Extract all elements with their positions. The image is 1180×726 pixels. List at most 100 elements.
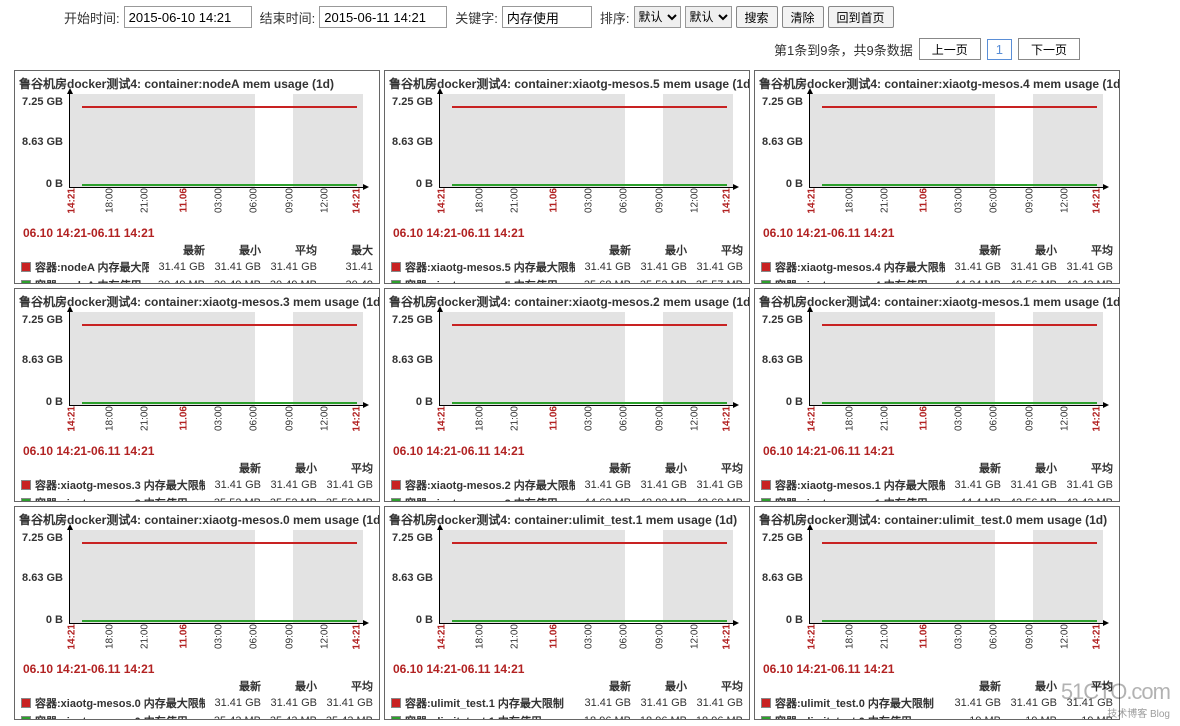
y-tick: 7.25 GB: [22, 96, 63, 108]
stats-table: 最新最小平均容器:ulimit_test.0 内存最大限制31.41 GB31.…: [755, 678, 1119, 720]
val-max: 31.41: [317, 261, 373, 273]
legend-swatch: [761, 716, 771, 720]
legend-swatch: [391, 716, 401, 720]
chart-panel: 鲁谷机房docker测试4: container:xiaotg-mesos.4 …: [754, 70, 1120, 284]
y-axis-labels: 7.25 GB8.63 GB0 B: [759, 530, 807, 624]
y-tick: 8.63 GB: [762, 354, 803, 366]
sort-select-1[interactable]: 默认: [634, 6, 681, 28]
x-tick: 03:00: [953, 624, 964, 649]
series-name: 容器:xiaotg-mesos.0 内存最大限制: [35, 695, 205, 711]
val-latest: 18.96 MB: [575, 715, 631, 720]
x-tick: 14:21: [352, 406, 363, 432]
series-name: 容器:xiaotg-mesos.1 内存最大限制: [775, 477, 945, 493]
val-min: 31.41 GB: [1001, 261, 1057, 273]
stats-row: 容器:nodeA 内存最大限制31.41 GB31.41 GB31.41 GB3…: [21, 258, 373, 276]
stats-header: 最新最小平均: [21, 460, 373, 476]
x-tick: 09:00: [1024, 624, 1035, 649]
legend-swatch: [391, 262, 401, 272]
chart-area: 7.25 GB8.63 GB0 B: [389, 94, 741, 188]
stats-table: 最新最小平均容器:xiaotg-mesos.3 内存最大限制31.41 GB31…: [15, 460, 379, 502]
series-name: 容器:xiaotg-mesos.2 内存最大限制: [405, 477, 575, 493]
x-tick: 06:00: [619, 624, 630, 649]
y-tick: 7.25 GB: [392, 96, 433, 108]
usage-line: [822, 402, 1097, 404]
x-tick: 11.06: [548, 406, 559, 430]
stats-row: 容器:xiaotg-mesos.2 内存最大限制31.41 GB31.41 GB…: [391, 476, 743, 494]
legend-swatch: [21, 280, 31, 284]
val-latest: 30.49 MB: [149, 279, 205, 284]
val-min: 42.56 MB: [1001, 279, 1057, 284]
keyword-input[interactable]: [502, 6, 592, 28]
val-avg: 31.41 GB: [317, 697, 373, 709]
x-axis: 14:2118:0021:0011.0603:0006:0009:0012:00…: [439, 188, 733, 224]
col-avg: 平均: [1057, 460, 1113, 476]
search-button[interactable]: 搜索: [736, 6, 778, 28]
legend-swatch: [391, 698, 401, 708]
x-tick: 14:21: [436, 406, 447, 432]
x-tick: 14:21: [722, 624, 733, 650]
home-button[interactable]: 回到首页: [828, 6, 894, 28]
sort-select-2[interactable]: 默认: [685, 6, 732, 28]
x-tick: 18:00: [475, 624, 486, 649]
legend-swatch: [21, 698, 31, 708]
val-avg: 31.41 GB: [687, 261, 743, 273]
x-tick: 11.06: [918, 406, 929, 430]
val-latest: 31.41 GB: [205, 479, 261, 491]
sort-label: 排序:: [600, 8, 630, 27]
y-tick: 7.25 GB: [762, 314, 803, 326]
val-avg: 31.41 GB: [687, 479, 743, 491]
x-axis: 14:2118:0021:0011.0603:0006:0009:0012:00…: [439, 624, 733, 660]
x-tick: 09:00: [1024, 406, 1035, 431]
x-tick: 21:00: [140, 188, 151, 213]
chart-panel: 鲁谷机房docker测试4: container:xiaotg-mesos.3 …: [14, 288, 380, 502]
y-axis-labels: 7.25 GB8.63 GB0 B: [389, 94, 437, 188]
x-tick: 18:00: [845, 406, 856, 431]
x-tick: 03:00: [213, 188, 224, 213]
stats-row: 容器:xiaotg-mesos.1 内存最大限制31.41 GB31.41 GB…: [761, 476, 1113, 494]
end-time-input[interactable]: [319, 6, 447, 28]
val-latest: 31.41 GB: [149, 261, 205, 273]
x-tick: 18:00: [845, 624, 856, 649]
x-tick: 09:00: [654, 624, 665, 649]
x-tick: 21:00: [510, 406, 521, 431]
val-min: 31.41 GB: [631, 697, 687, 709]
series-name: 容器:xiaotg-mesos.3 内存最大限制: [35, 477, 205, 493]
x-tick: 06:00: [989, 624, 1000, 649]
series-name: 容器:nodeA 内存最大限制: [35, 259, 149, 275]
val-latest: 35.52 MB: [205, 497, 261, 502]
x-tick: 11.06: [178, 406, 189, 430]
col-avg: 平均: [1057, 678, 1113, 694]
time-range-label: 06.10 14:21-06.11 14:21: [15, 224, 379, 242]
stats-header: 最新最小平均: [391, 460, 743, 476]
val-latest: 31.41 GB: [575, 479, 631, 491]
series-name: 容器:xiaotg-mesos.4 内存使用: [775, 277, 945, 284]
col-avg: 平均: [317, 460, 373, 476]
y-tick: 7.25 GB: [762, 96, 803, 108]
stats-row: 容器:xiaotg-mesos.4 内存最大限制31.41 GB31.41 GB…: [761, 258, 1113, 276]
current-page[interactable]: 1: [987, 39, 1012, 60]
stats-row: 容器:xiaotg-mesos.3 内存最大限制31.41 GB31.41 GB…: [21, 476, 373, 494]
x-tick: 06:00: [619, 188, 630, 213]
val-avg: 43.43 MB: [1057, 497, 1113, 502]
time-range-label: 06.10 14:21-06.11 14:21: [755, 442, 1119, 460]
val-min: 42.56 MB: [1001, 497, 1057, 502]
x-tick: 21:00: [880, 406, 891, 431]
start-time-input[interactable]: [124, 6, 252, 28]
x-tick: 09:00: [284, 624, 295, 649]
end-time-label: 结束时间:: [260, 8, 316, 27]
clear-button[interactable]: 清除: [782, 6, 824, 28]
x-tick: 12:00: [689, 406, 700, 431]
y-tick: 8.63 GB: [22, 136, 63, 148]
y-tick: 7.25 GB: [392, 532, 433, 544]
prev-page-button[interactable]: 上一页: [919, 38, 981, 60]
stats-table: 最新最小平均最大容器:nodeA 内存最大限制31.41 GB31.41 GB3…: [15, 242, 379, 284]
col-latest: 最新: [945, 242, 1001, 258]
y-tick: 7.25 GB: [22, 314, 63, 326]
start-time-label: 开始时间:: [64, 8, 120, 27]
x-tick: 11.06: [918, 188, 929, 212]
col-min: 最小: [631, 678, 687, 694]
max-limit-line: [82, 542, 357, 544]
plot-area: [439, 94, 733, 188]
val-latest: 19 MB: [945, 715, 1001, 720]
next-page-button[interactable]: 下一页: [1018, 38, 1080, 60]
